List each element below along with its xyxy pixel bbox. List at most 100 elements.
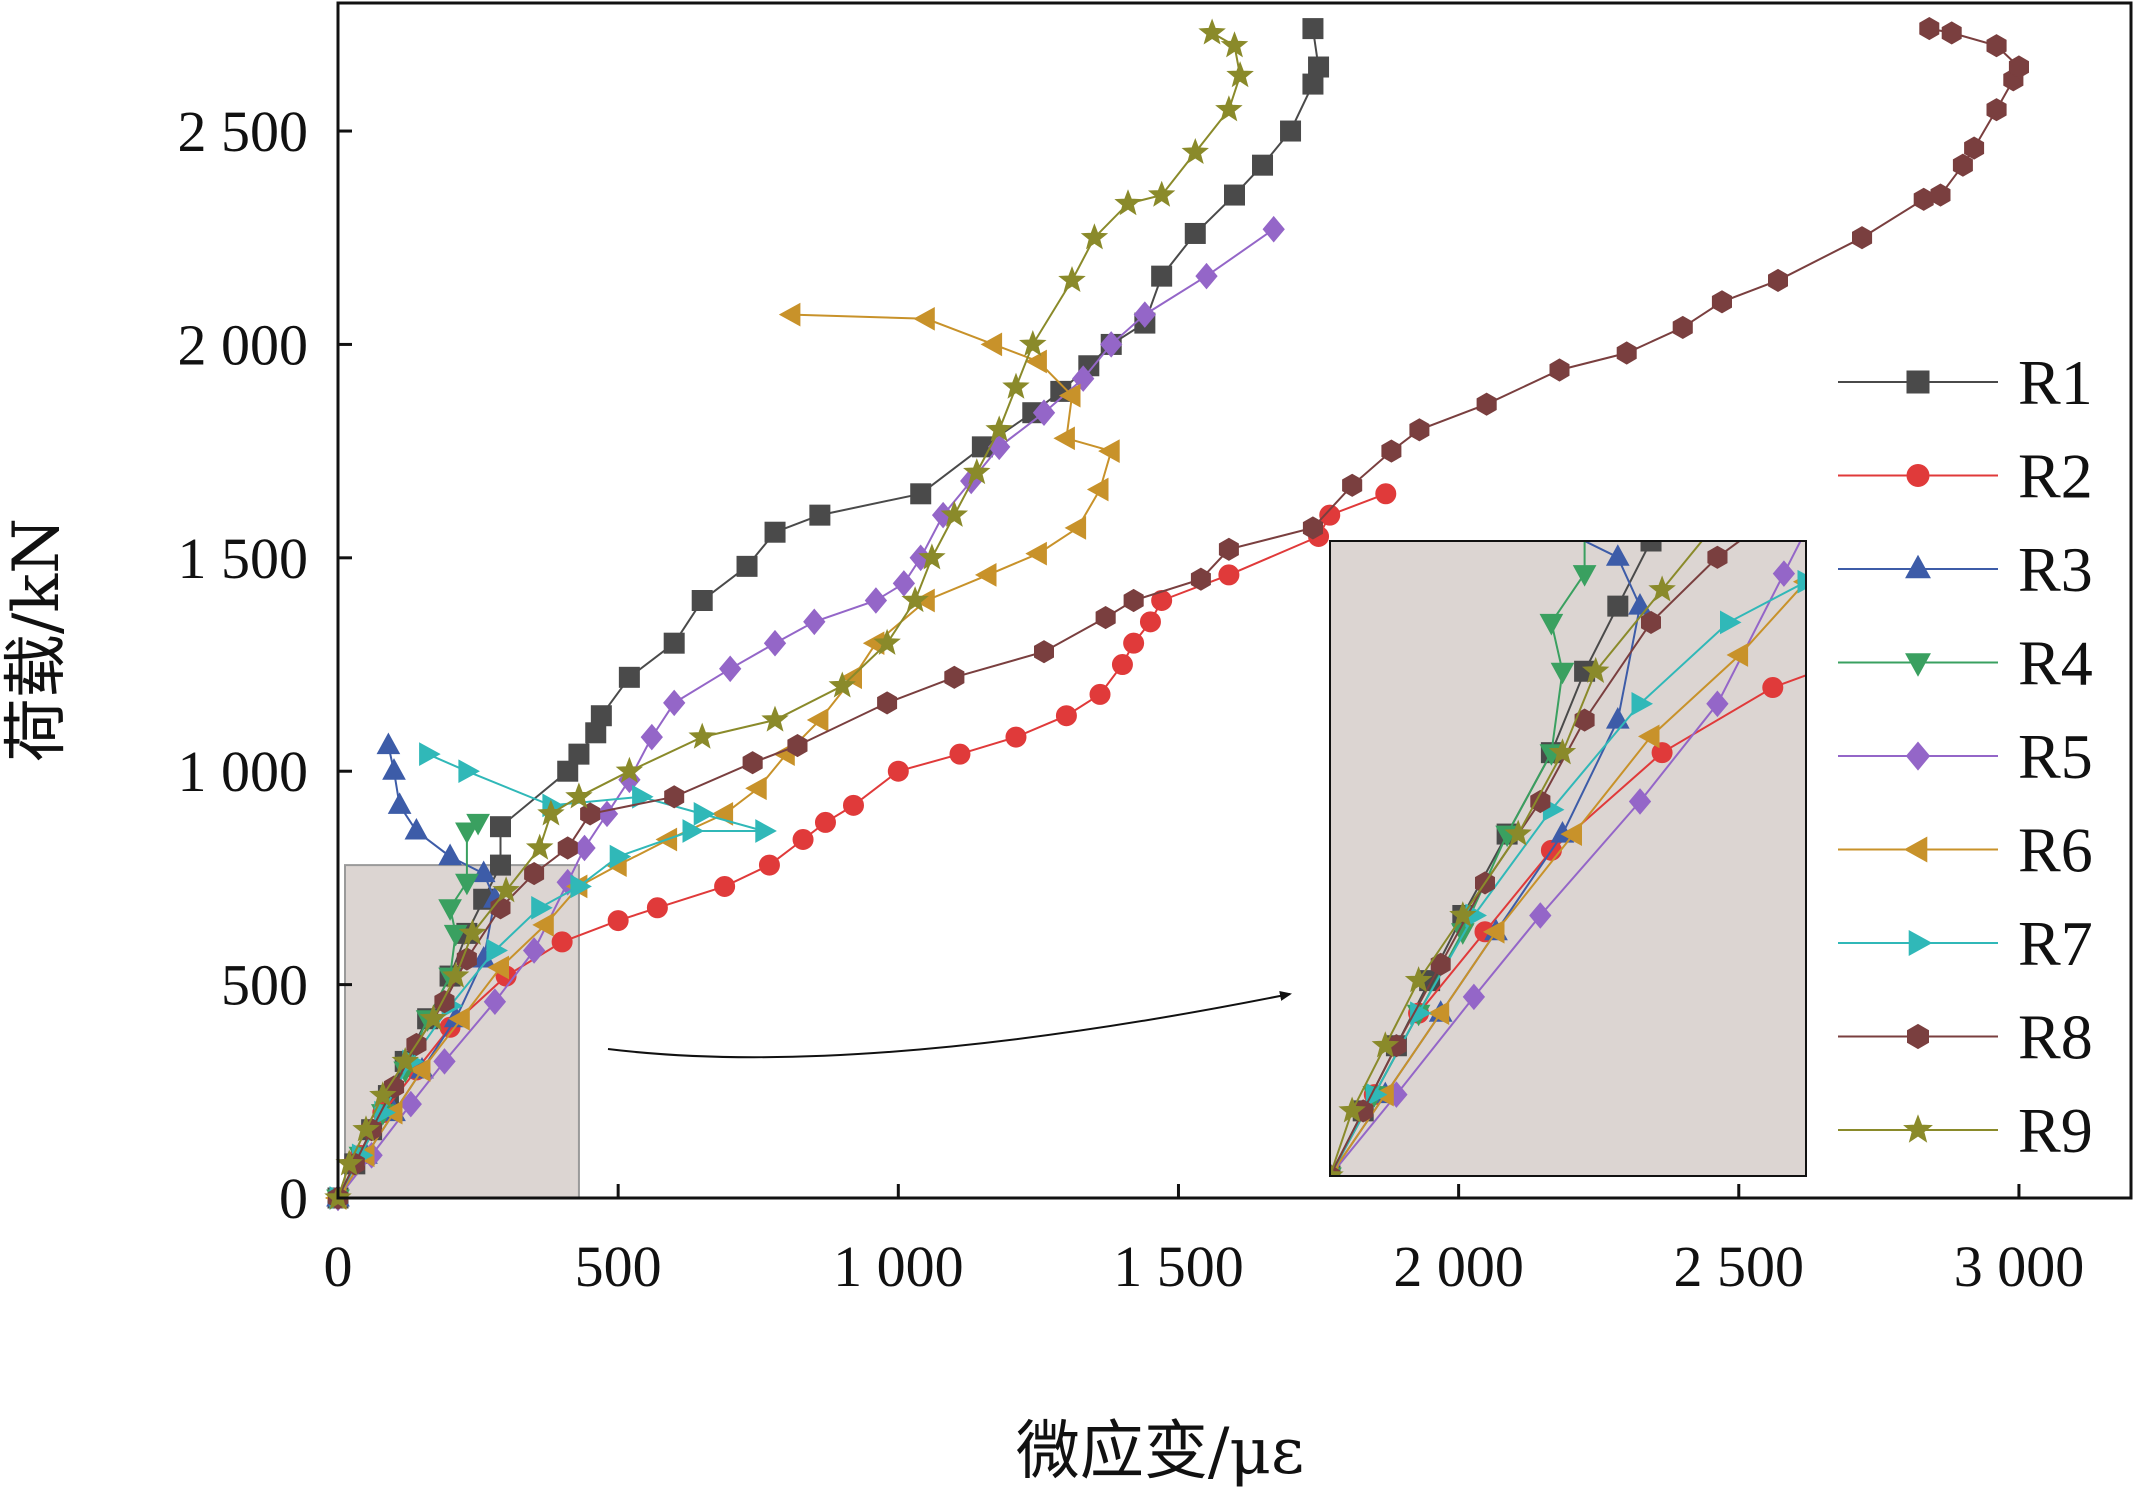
point-R2-26 xyxy=(1375,483,1397,505)
legend-marker-R5 xyxy=(1905,741,1931,771)
legend-item-R9: R9 xyxy=(1838,1095,2093,1166)
inset-point-R8-6 xyxy=(1574,708,1595,732)
point-R5-10 xyxy=(640,723,663,751)
point-R9-11 xyxy=(565,782,593,809)
series-layer xyxy=(324,17,2029,1212)
inset-line-R5 xyxy=(1330,541,1802,1176)
point-R8-31 xyxy=(1852,226,1873,250)
point-R8-18 xyxy=(1123,588,1144,613)
point-R1-10 xyxy=(489,816,511,838)
point-R1-15 xyxy=(618,666,640,688)
point-R8-19 xyxy=(1190,567,1211,591)
inset-point-R7-2 xyxy=(1410,1001,1432,1026)
point-R6-21 xyxy=(1098,439,1120,463)
legend-item-R2: R2 xyxy=(1838,441,2093,512)
point-R7-15 xyxy=(419,742,441,766)
legend-marker-R8 xyxy=(1907,1023,1929,1050)
point-R1-31 xyxy=(1252,154,1274,176)
point-R5-21 xyxy=(1032,399,1056,426)
series-line-R6 xyxy=(337,313,1113,1199)
point-R8-14 xyxy=(877,691,898,715)
point-R6-5 xyxy=(487,955,509,980)
point-R2-10 xyxy=(758,854,780,876)
point-R4-9 xyxy=(455,822,479,845)
inset-point-R6-6 xyxy=(1726,643,1749,667)
legend-item-R7: R7 xyxy=(1838,908,2093,979)
inset-point-R4-6 xyxy=(1550,662,1575,685)
point-R6-16 xyxy=(913,588,935,613)
point-R6-19 xyxy=(1064,516,1087,540)
point-R8-33 xyxy=(1930,183,1951,207)
series-R9 xyxy=(324,18,1254,1210)
legend-label-R3: R3 xyxy=(2018,534,2093,605)
point-R9-25 xyxy=(1080,223,1109,250)
point-R9-17 xyxy=(901,586,929,613)
point-R1-16 xyxy=(663,632,685,654)
point-R8-38 xyxy=(2008,55,2029,79)
legend-item-R1: R1 xyxy=(1838,347,2093,418)
point-R2-13 xyxy=(842,794,864,816)
point-R2-23 xyxy=(1218,564,1240,586)
inset-point-R9-7 xyxy=(1581,656,1610,683)
inset-series-R9 xyxy=(1330,541,1704,1176)
point-R8-17 xyxy=(1095,606,1116,630)
inset-point-R6-2 xyxy=(1427,1001,1450,1026)
inset-line-R6 xyxy=(1330,580,1806,1176)
inset-series xyxy=(1330,541,1806,1176)
inset-point-R8-3 xyxy=(1430,952,1451,976)
zoom-source-box xyxy=(344,864,580,1199)
point-R5-25 xyxy=(1195,262,1218,290)
point-R5-15 xyxy=(864,587,888,614)
point-R1-14 xyxy=(590,705,612,727)
point-R5-4 xyxy=(483,988,507,1015)
y-tick-label-500: 500 xyxy=(221,953,308,1018)
point-R9-15 xyxy=(828,671,856,698)
point-R6-27 xyxy=(778,302,801,327)
x-tick-label-500: 500 xyxy=(575,1234,662,1299)
point-R3-8 xyxy=(438,843,462,866)
point-R9-7 xyxy=(458,918,487,946)
inset-point-R9-5 xyxy=(1504,819,1532,846)
legend-marker-R9 xyxy=(1903,1114,1933,1143)
point-R8-24 xyxy=(1409,418,1430,442)
point-R8-29 xyxy=(1711,290,1732,314)
inset-point-R5-3 xyxy=(1529,902,1552,929)
legend-label-R9: R9 xyxy=(2018,1095,2093,1166)
point-R9-5 xyxy=(419,1004,447,1031)
point-R1-9 xyxy=(489,854,511,876)
inset-point-R4-8 xyxy=(1572,565,1597,587)
point-R1-19 xyxy=(764,521,786,543)
x-axis-title: 微应变/με xyxy=(1016,1415,1304,1489)
inset-point-R8-5 xyxy=(1530,789,1551,814)
point-R2-19 xyxy=(1111,654,1133,676)
point-R5-23 xyxy=(1100,331,1123,358)
point-R9-6 xyxy=(441,961,470,988)
point-R1-17 xyxy=(691,590,713,611)
plot-frame xyxy=(336,1,2133,1200)
y-tick-label-0: 0 xyxy=(279,1166,308,1231)
point-R1-32 xyxy=(1280,120,1302,142)
y-tick-label-2500: 2 500 xyxy=(178,99,309,164)
point-R9-18 xyxy=(918,543,946,570)
point-R9-28 xyxy=(1181,137,1209,165)
point-R3-7 xyxy=(471,860,496,883)
point-R4-7 xyxy=(438,899,462,921)
point-R9-20 xyxy=(963,458,991,485)
inset-frame xyxy=(1329,540,1807,1177)
point-R6-25 xyxy=(980,332,1003,357)
x-tick-label-0: 0 xyxy=(324,1234,353,1299)
point-R9-19 xyxy=(940,500,969,527)
point-R8-22 xyxy=(1342,473,1363,497)
point-R4-10 xyxy=(466,813,490,836)
point-R1-12 xyxy=(568,743,590,765)
zoom-arrow xyxy=(607,991,1292,1059)
point-R7-11 xyxy=(693,802,716,826)
inset-point-R3-7 xyxy=(1605,544,1630,566)
point-R2-25 xyxy=(1319,504,1341,526)
point-R6-11 xyxy=(745,776,767,801)
point-R9-13 xyxy=(688,722,716,749)
point-R9-23 xyxy=(1019,329,1047,357)
point-R8-40 xyxy=(1941,21,1962,45)
point-R5-12 xyxy=(719,655,742,683)
